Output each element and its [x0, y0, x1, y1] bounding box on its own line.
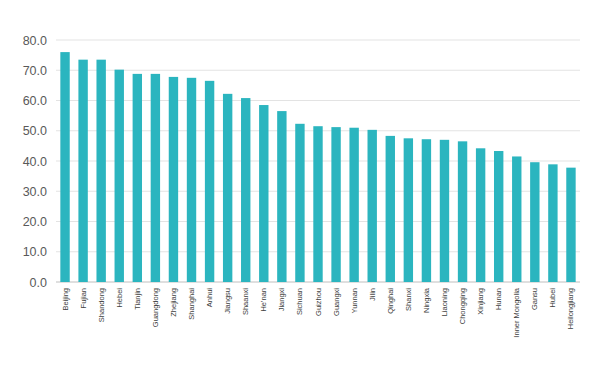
grid-line [56, 70, 580, 71]
bar [530, 162, 539, 282]
bar [295, 124, 304, 282]
y-tick-label: 30.0 [23, 185, 47, 199]
x-tick-label: Yunnan [350, 288, 359, 313]
x-tick-label: Xinjiang [476, 288, 485, 315]
x-tick-label: Hunan [494, 288, 503, 310]
x-tick-label: Guangdong [151, 288, 160, 327]
bar [277, 111, 286, 282]
bar [187, 78, 196, 282]
bar [494, 151, 503, 282]
bar [476, 148, 485, 282]
x-tick-label: He'nan [259, 288, 268, 312]
x-tick-label: Beijing [61, 288, 70, 311]
bar [133, 74, 142, 282]
x-tick-label: Liaoning [440, 288, 449, 316]
bar [96, 60, 105, 282]
y-tick-label: 20.0 [23, 215, 47, 229]
x-tick-label: Zhejiang [169, 288, 178, 317]
x-tick-label: Guizhou [314, 288, 323, 316]
bar [386, 136, 395, 282]
bar [78, 60, 87, 282]
x-tick-label: Shandong [97, 288, 106, 322]
x-tick-label: Jilin [368, 288, 377, 301]
x-tick-label: Heilongjiang [566, 288, 575, 329]
bar [512, 156, 521, 282]
chart: 0.0 10.0 20.0 30.0 40.0 50.0 60.0 70.0 80.0 Beiji… [0, 0, 600, 365]
bar [404, 138, 413, 282]
y-tick-label: 70.0 [23, 64, 47, 78]
bar [422, 139, 431, 282]
x-tick-label: Guangxi [332, 288, 341, 316]
bar [331, 127, 340, 282]
y-tick-label: 60.0 [23, 94, 47, 108]
x-tick-label: Shanxi [404, 288, 413, 311]
x-tick-label: Ningxia [422, 287, 431, 313]
bar [60, 52, 69, 282]
x-tick-label: Sichuan [295, 288, 304, 315]
bar [440, 140, 449, 282]
bar [349, 128, 358, 282]
bar [548, 164, 557, 282]
y-tick-label: 80.0 [23, 34, 47, 48]
x-tick-label: Jiangxi [277, 288, 286, 312]
bar [151, 74, 160, 282]
x-tick-label: Anhui [205, 288, 214, 308]
y-tick-label: 0.0 [30, 276, 47, 290]
x-tick-label: Inner Mongolia [512, 287, 521, 337]
x-tick-label: Shanghai [187, 288, 196, 320]
x-tick-label: Chongqing [458, 288, 467, 324]
bar [241, 98, 250, 282]
bar [169, 77, 178, 282]
bar [223, 94, 232, 282]
y-tick-label: 40.0 [23, 155, 47, 169]
y-tick-label: 50.0 [23, 124, 47, 138]
x-tick-label: Hebei [115, 288, 124, 308]
x-tick-label: Tianjin [133, 288, 142, 310]
bar [115, 70, 124, 282]
x-tick-label: Qinghai [386, 288, 395, 314]
x-tick-label: Fujian [79, 288, 88, 308]
bar [566, 168, 575, 282]
bar [368, 130, 377, 282]
x-tick-label: Gansu [530, 288, 539, 310]
bars [60, 52, 575, 282]
x-tick-label: Hubei [548, 288, 557, 308]
x-tick-label: Shaanxi [241, 288, 250, 315]
bar [458, 141, 467, 282]
grid-line [56, 40, 580, 41]
bar [205, 81, 214, 282]
x-tick-label: Jiangsu [223, 288, 232, 314]
y-tick-label: 10.0 [23, 245, 47, 259]
bar [313, 126, 322, 282]
bar [259, 105, 268, 282]
